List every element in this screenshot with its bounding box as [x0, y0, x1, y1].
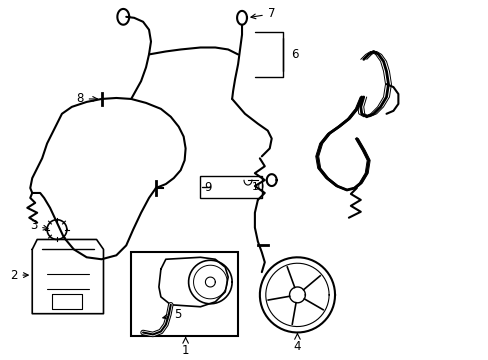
Text: 9: 9: [204, 180, 212, 194]
Text: 10: 10: [251, 182, 264, 192]
Text: 4: 4: [293, 341, 301, 354]
Bar: [131, 252, 238, 337]
Text: 7: 7: [250, 7, 275, 21]
Text: 6: 6: [291, 48, 298, 61]
Bar: [200, 176, 261, 198]
Text: 3: 3: [30, 219, 48, 232]
Text: 8: 8: [76, 93, 97, 105]
Text: 1: 1: [182, 345, 189, 357]
Text: 5: 5: [163, 308, 181, 321]
Text: 2: 2: [10, 269, 28, 282]
